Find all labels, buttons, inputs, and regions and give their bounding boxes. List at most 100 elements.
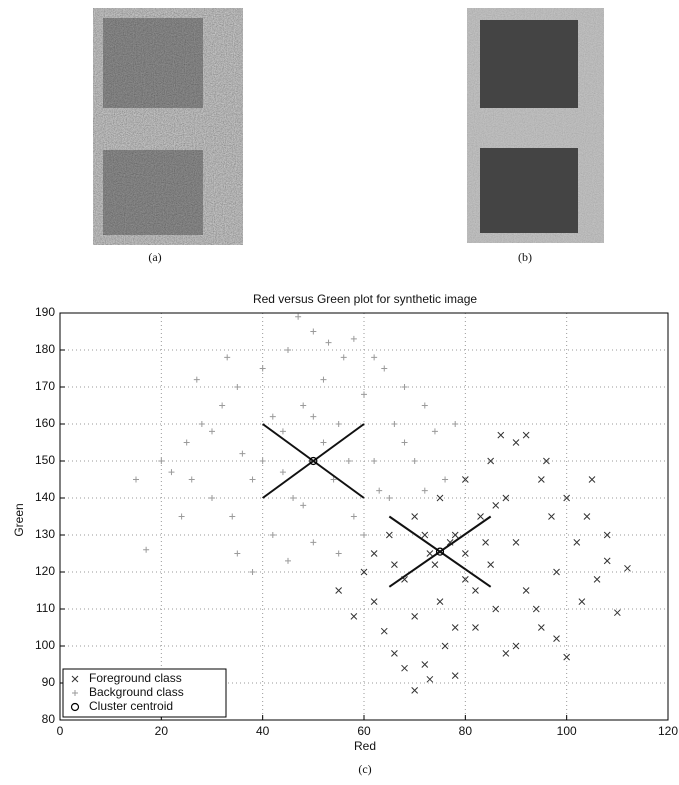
point <box>422 403 428 409</box>
point <box>168 469 174 475</box>
point <box>270 414 276 420</box>
point <box>402 440 408 446</box>
point <box>452 625 458 631</box>
point <box>219 403 225 409</box>
point <box>320 377 326 383</box>
point <box>412 613 418 619</box>
point <box>381 366 387 372</box>
point <box>478 514 484 520</box>
point <box>579 599 585 605</box>
point <box>199 421 205 427</box>
point <box>538 477 544 483</box>
point <box>442 477 448 483</box>
point <box>437 599 443 605</box>
point <box>336 588 342 594</box>
point <box>564 654 570 660</box>
point <box>300 502 306 508</box>
panel-label: (b) <box>518 250 532 264</box>
point <box>498 432 504 438</box>
point <box>381 628 387 634</box>
x-tick-label: 100 <box>557 724 577 738</box>
point <box>488 562 494 568</box>
point <box>427 551 433 557</box>
point <box>270 532 276 538</box>
point <box>351 336 357 342</box>
point <box>391 421 397 427</box>
point <box>604 558 610 564</box>
y-tick-label: 140 <box>35 490 55 504</box>
point <box>513 539 519 545</box>
page: (a) (b) (c) Red versus Green plot for sy… <box>0 0 679 780</box>
point <box>452 532 458 538</box>
point <box>234 551 240 557</box>
point <box>503 495 509 501</box>
point <box>280 428 286 434</box>
point <box>533 606 539 612</box>
y-tick-label: 90 <box>42 675 56 689</box>
y-axis-label: Green <box>12 503 26 536</box>
point <box>260 458 266 464</box>
panel-label: (c) <box>358 762 371 776</box>
point <box>229 514 235 520</box>
plot-frame <box>60 313 668 720</box>
point <box>391 650 397 656</box>
point <box>209 495 215 501</box>
y-tick-label: 160 <box>35 416 55 430</box>
point <box>548 514 554 520</box>
point <box>412 458 418 464</box>
point <box>285 347 291 353</box>
point <box>452 673 458 679</box>
point <box>158 458 164 464</box>
point <box>371 458 377 464</box>
point <box>376 488 382 494</box>
point <box>422 532 428 538</box>
point <box>503 650 509 656</box>
point <box>336 551 342 557</box>
point <box>184 440 190 446</box>
point <box>371 551 377 557</box>
point <box>386 495 392 501</box>
point <box>285 558 291 564</box>
point <box>437 495 443 501</box>
point <box>310 414 316 420</box>
point <box>250 569 256 575</box>
point <box>432 428 438 434</box>
point <box>412 514 418 520</box>
x-tick-label: 80 <box>459 724 473 738</box>
point <box>224 354 230 360</box>
point <box>402 384 408 390</box>
chart-title: Red versus Green plot for synthetic imag… <box>253 292 477 306</box>
y-tick-label: 120 <box>35 564 55 578</box>
point <box>604 532 610 538</box>
point <box>361 532 367 538</box>
point <box>194 377 200 383</box>
y-tick-label: 130 <box>35 527 55 541</box>
point <box>523 432 529 438</box>
x-axis-label: Red <box>354 739 376 753</box>
point <box>452 421 458 427</box>
point <box>189 477 195 483</box>
point <box>493 606 499 612</box>
point <box>310 329 316 335</box>
point <box>402 665 408 671</box>
point <box>351 514 357 520</box>
x-tick-label: 20 <box>155 724 169 738</box>
point <box>412 687 418 693</box>
point <box>614 610 620 616</box>
point <box>320 440 326 446</box>
point <box>351 613 357 619</box>
point <box>493 502 499 508</box>
y-tick-label: 180 <box>35 342 55 356</box>
y-tick-label: 170 <box>35 379 55 393</box>
point <box>589 477 595 483</box>
point <box>483 539 489 545</box>
point <box>574 539 580 545</box>
x-tick-label: 60 <box>357 724 371 738</box>
image-a <box>93 8 243 245</box>
point <box>554 636 560 642</box>
x-tick-label: 0 <box>57 724 64 738</box>
x-tick-label: 120 <box>658 724 678 738</box>
point <box>361 391 367 397</box>
y-tick-label: 110 <box>36 601 55 615</box>
point <box>133 477 139 483</box>
